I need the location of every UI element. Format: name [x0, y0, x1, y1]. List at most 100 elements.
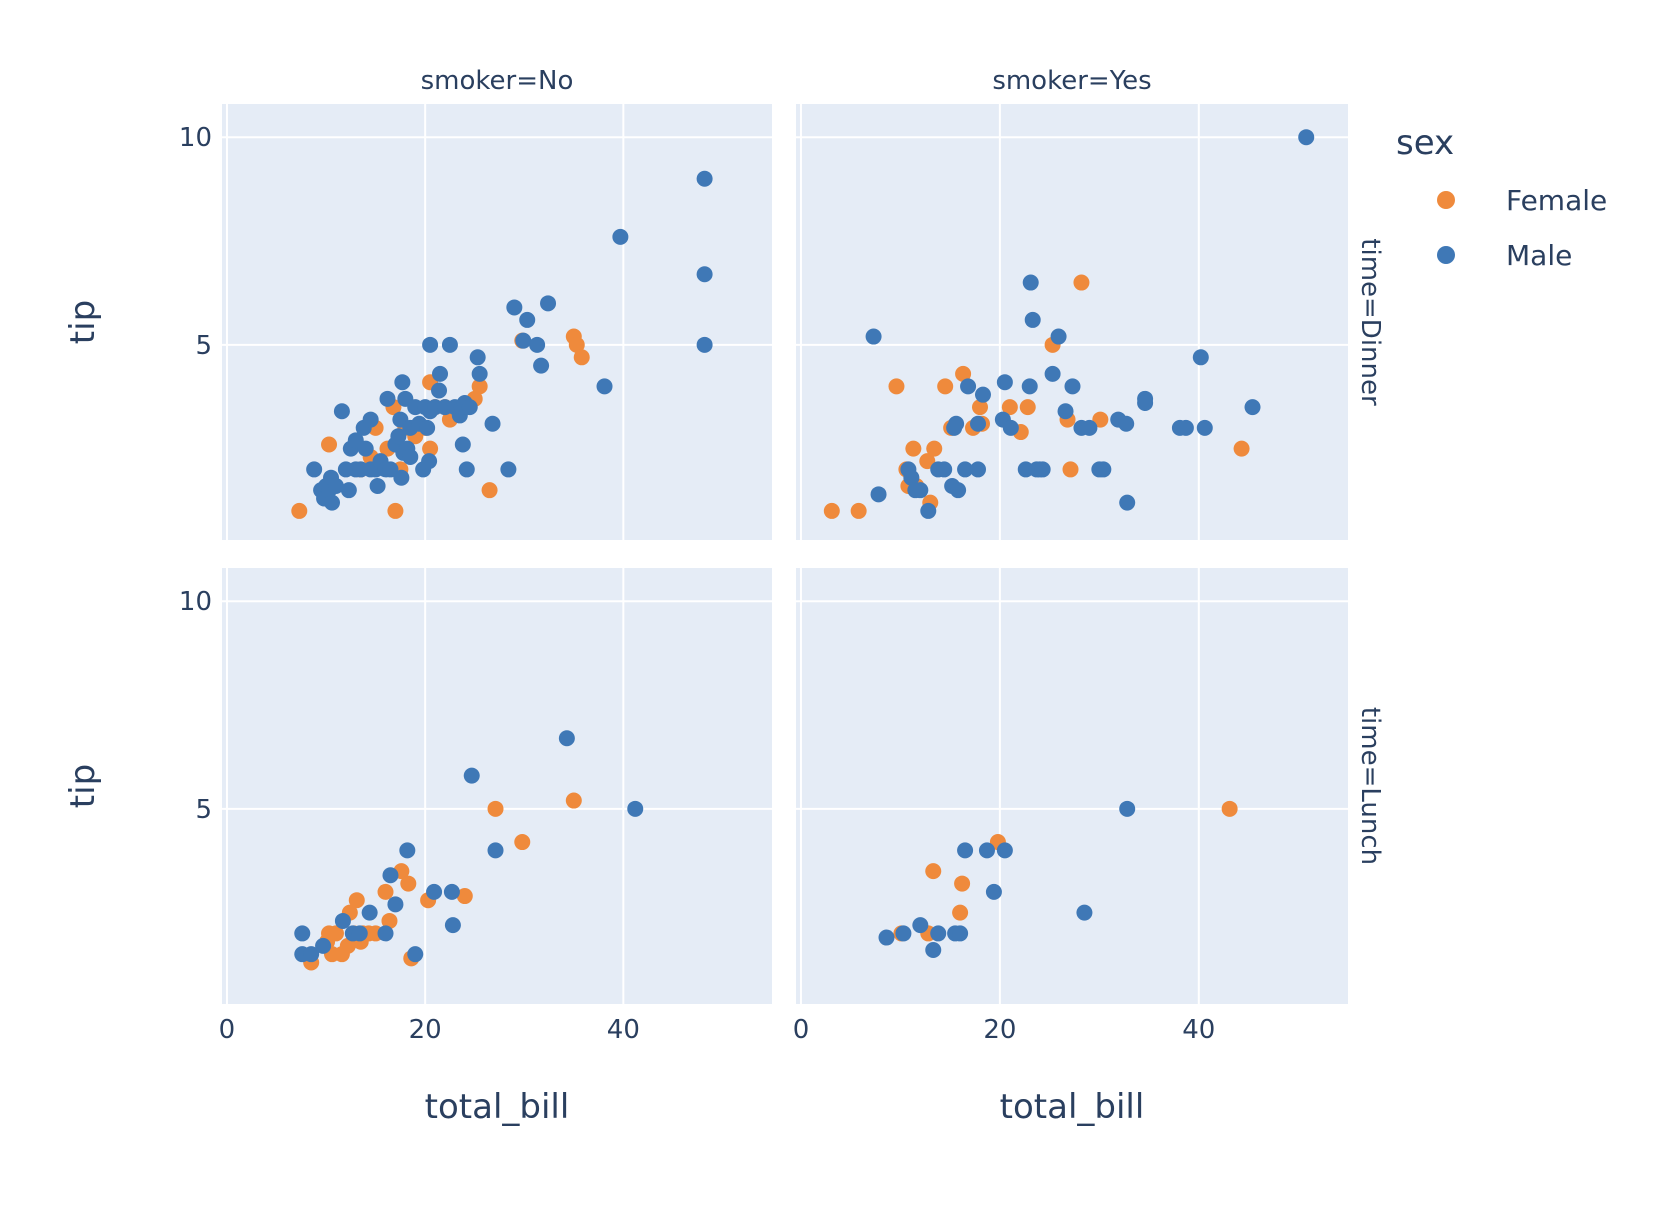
data-point-female: [321, 436, 338, 453]
data-point-male: [1034, 461, 1051, 478]
data-point-male: [399, 842, 416, 859]
data-point-male: [334, 912, 351, 929]
data-point-male: [357, 440, 374, 457]
data-point-female: [1233, 440, 1250, 457]
data-point-male: [443, 883, 460, 900]
data-point-male: [950, 482, 967, 499]
data-point-female: [514, 834, 531, 851]
data-point-female: [919, 453, 936, 470]
data-point-male: [1081, 419, 1098, 436]
data-point-female: [926, 440, 943, 457]
data-point-male: [315, 937, 332, 954]
data-point-male: [957, 842, 974, 859]
legend-label-female: Female: [1506, 184, 1607, 217]
data-point-male: [303, 946, 320, 963]
data-point-female: [1073, 274, 1090, 291]
data-point-male: [469, 349, 486, 366]
data-point-male: [377, 925, 394, 942]
data-point-male: [1076, 904, 1093, 921]
data-point-male: [1192, 349, 1209, 366]
data-point-female: [339, 937, 356, 954]
data-point-male: [1024, 311, 1041, 328]
data-point-male: [394, 374, 411, 391]
data-point-male: [431, 382, 448, 399]
y-tick-label: 5: [195, 795, 212, 825]
data-point-male: [461, 399, 478, 416]
data-point-female: [348, 892, 365, 909]
data-point-male: [1050, 328, 1067, 345]
data-point-male: [985, 883, 1002, 900]
data-point-female: [905, 440, 922, 457]
row-facet-title: time=Lunch: [1355, 707, 1385, 865]
data-point-male: [903, 469, 920, 486]
column-facet-title: smoker=No: [421, 66, 574, 96]
data-point-female: [400, 875, 417, 892]
column-facet-title: smoker=Yes: [992, 66, 1151, 96]
data-point-male: [912, 482, 929, 499]
data-point-male: [1022, 274, 1039, 291]
data-point-male: [382, 461, 399, 478]
legend-label-male: Male: [1506, 239, 1572, 272]
data-point-male: [895, 925, 912, 942]
data-point-male: [936, 461, 953, 478]
data-point-male: [487, 842, 504, 859]
data-point-male: [1044, 365, 1061, 382]
x-tick-label: 40: [607, 1015, 640, 1045]
data-point-male: [920, 502, 937, 519]
data-point-female: [487, 800, 504, 817]
y-tick-label: 10: [179, 123, 212, 153]
data-point-male: [294, 925, 311, 942]
data-point-male: [484, 415, 501, 432]
data-point-male: [970, 415, 987, 432]
data-point-female: [1221, 800, 1238, 817]
x-tick-label: 0: [219, 1015, 236, 1045]
data-point-male: [444, 917, 461, 934]
data-point-female: [1019, 399, 1036, 416]
data-point-male: [361, 904, 378, 921]
data-point-male: [324, 494, 340, 511]
facet-panel-lunch-smoker-no: [222, 568, 772, 1004]
data-point-male: [529, 336, 546, 353]
data-point-female: [925, 863, 942, 880]
data-point-male: [432, 365, 449, 382]
y-axis-title: tip: [63, 300, 103, 344]
y-tick-label: 5: [195, 331, 212, 361]
data-point-female: [823, 502, 840, 519]
legend-marker-female: [1437, 191, 1455, 209]
data-point-male: [306, 461, 323, 478]
data-point-female: [972, 399, 988, 416]
data-point-male: [696, 170, 713, 187]
data-point-male: [387, 896, 404, 913]
data-point-male: [1196, 419, 1213, 436]
data-point-male: [996, 842, 1013, 859]
data-point-male: [458, 461, 475, 478]
data-point-male: [463, 767, 480, 784]
data-point-female: [850, 502, 867, 519]
data-point-male: [696, 266, 713, 283]
data-point-female: [291, 502, 308, 519]
data-point-female: [471, 378, 488, 395]
legend: sex Female Male: [1396, 123, 1607, 272]
data-point-female: [952, 904, 969, 921]
data-point-female: [387, 502, 404, 519]
y-axis-title: tip: [63, 764, 103, 808]
data-point-female: [955, 365, 972, 382]
data-point-male: [865, 328, 882, 345]
data-point-male: [1095, 461, 1112, 478]
data-point-male: [596, 378, 613, 395]
data-point-female: [1001, 399, 1018, 416]
data-point-male: [952, 925, 969, 942]
x-tick-label: 20: [409, 1015, 442, 1045]
data-point-female: [381, 912, 398, 929]
x-axis-title: total_bill: [1000, 1087, 1145, 1127]
series-male: [878, 800, 1136, 959]
data-point-male: [948, 415, 965, 432]
data-point-male: [515, 332, 532, 349]
data-point-male: [454, 436, 471, 453]
data-point-male: [506, 299, 523, 316]
data-point-male: [340, 482, 357, 499]
data-point-male: [1057, 403, 1074, 420]
data-point-female: [456, 888, 473, 905]
x-tick-label: 0: [793, 1015, 810, 1045]
